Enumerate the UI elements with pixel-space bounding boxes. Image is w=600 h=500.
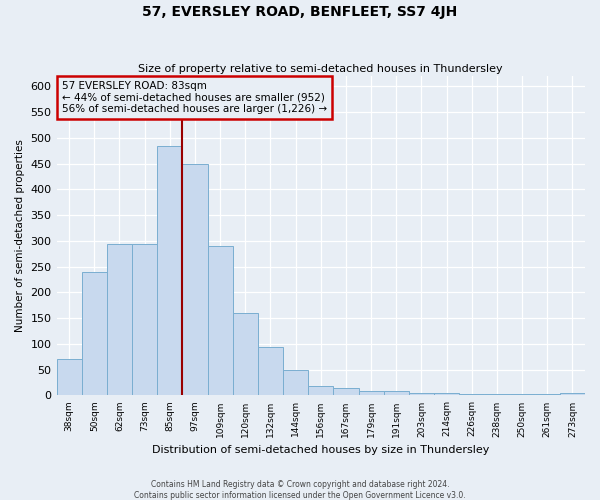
Y-axis label: Number of semi-detached properties: Number of semi-detached properties [15,140,25,332]
Title: Size of property relative to semi-detached houses in Thundersley: Size of property relative to semi-detach… [139,64,503,74]
Bar [258,346,283,396]
Text: Contains HM Land Registry data © Crown copyright and database right 2024.
Contai: Contains HM Land Registry data © Crown c… [134,480,466,500]
Bar [233,313,258,396]
Bar [182,164,208,396]
Bar [383,392,409,396]
Bar [283,370,308,396]
Bar [434,394,459,396]
Bar [409,393,434,396]
Bar [560,393,585,396]
Bar [484,394,509,396]
Text: 57 EVERSLEY ROAD: 83sqm
← 44% of semi-detached houses are smaller (952)
56% of s: 57 EVERSLEY ROAD: 83sqm ← 44% of semi-de… [62,81,327,114]
Bar [334,388,359,396]
Text: 57, EVERSLEY ROAD, BENFLEET, SS7 4JH: 57, EVERSLEY ROAD, BENFLEET, SS7 4JH [142,5,458,19]
Bar [208,246,233,396]
Bar [509,394,535,396]
Bar [132,244,157,396]
Bar [308,386,334,396]
Bar [82,272,107,396]
X-axis label: Distribution of semi-detached houses by size in Thundersley: Distribution of semi-detached houses by … [152,445,490,455]
Bar [359,392,383,396]
Bar [56,360,82,396]
Bar [107,244,132,396]
Bar [459,394,484,396]
Bar [157,146,182,396]
Bar [535,394,560,396]
